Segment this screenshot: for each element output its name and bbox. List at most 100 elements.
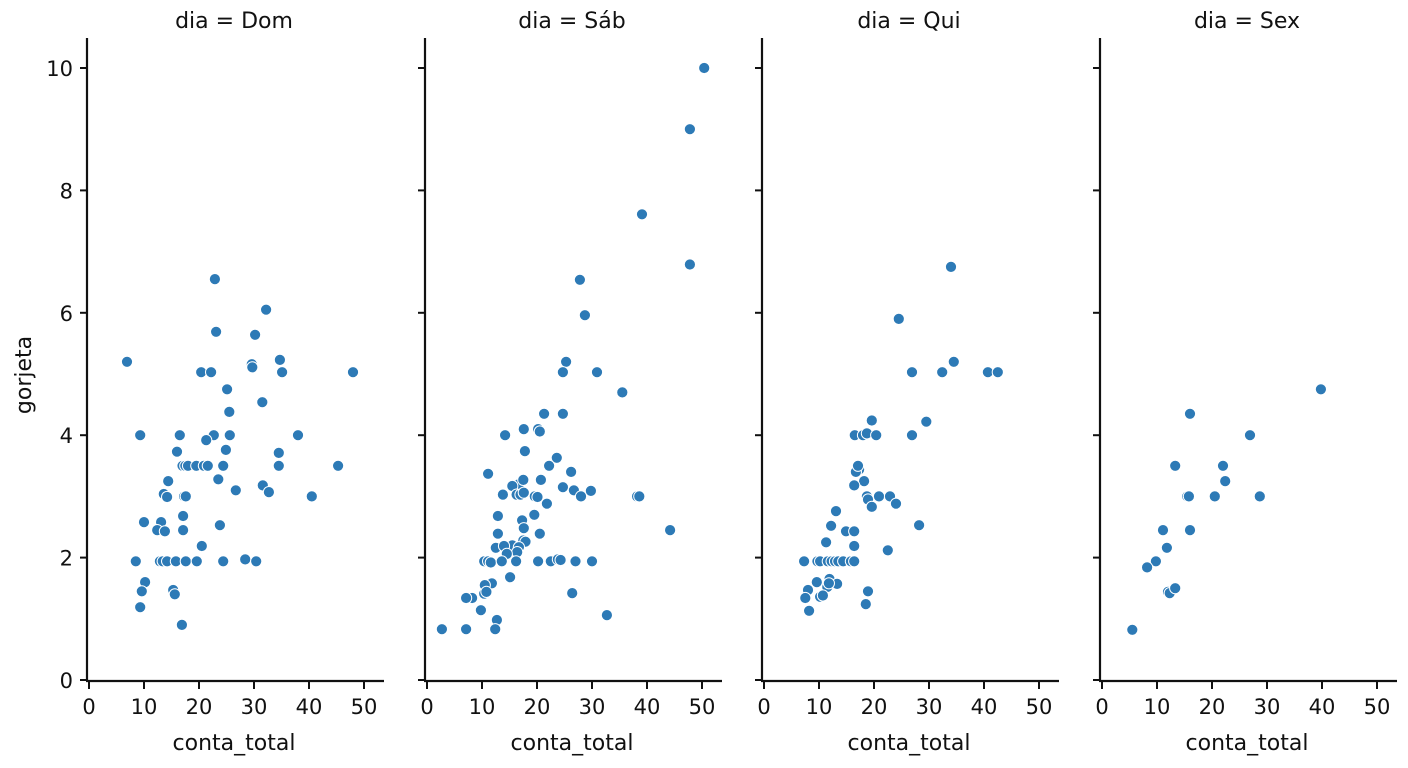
data-point xyxy=(913,519,926,532)
data-point xyxy=(554,553,567,567)
y-axis-label-group: gorjeta xyxy=(12,336,37,414)
data-point xyxy=(861,585,875,598)
x-tick-label: 30 xyxy=(916,695,943,719)
x-tick-label: 40 xyxy=(1309,695,1336,719)
data-point xyxy=(491,527,504,540)
data-point xyxy=(173,429,186,442)
data-point xyxy=(635,208,649,221)
data-point xyxy=(829,505,843,518)
data-point xyxy=(556,366,570,379)
x-tick-label: 40 xyxy=(296,695,323,719)
data-point xyxy=(1160,541,1174,554)
data-point xyxy=(532,555,545,568)
data-point xyxy=(1141,561,1154,574)
data-point xyxy=(158,525,171,538)
data-point xyxy=(798,555,811,568)
data-point xyxy=(177,509,190,523)
data-point xyxy=(190,555,203,568)
data-point xyxy=(664,524,677,537)
x-tick-label: 40 xyxy=(634,695,661,719)
data-point xyxy=(1183,407,1197,420)
x-tick-label: 10 xyxy=(131,695,158,719)
data-point xyxy=(590,366,604,379)
data-point xyxy=(905,366,919,379)
x-tick-label: 20 xyxy=(186,695,213,719)
data-point xyxy=(168,588,181,601)
data-point xyxy=(528,508,541,521)
data-point xyxy=(556,407,570,420)
data-point xyxy=(848,555,861,568)
data-point xyxy=(947,355,960,368)
data-point xyxy=(892,312,905,325)
data-point xyxy=(460,623,473,636)
scatter-points xyxy=(120,273,360,632)
data-point xyxy=(533,425,546,438)
x-tick-label: 50 xyxy=(1364,695,1391,719)
data-point xyxy=(229,484,242,497)
data-point xyxy=(1219,475,1232,488)
data-point xyxy=(566,587,579,600)
data-point xyxy=(889,497,903,510)
data-point xyxy=(872,490,886,503)
data-point xyxy=(936,366,949,379)
data-point xyxy=(820,536,833,549)
data-point xyxy=(305,490,318,503)
data-point xyxy=(491,509,504,523)
data-point xyxy=(569,555,582,568)
data-point xyxy=(135,585,148,598)
data-point xyxy=(1169,582,1182,595)
data-point xyxy=(213,519,226,532)
x-tick-label: 0 xyxy=(1095,695,1108,719)
y-tick-label: 6 xyxy=(60,302,73,326)
data-point xyxy=(1208,490,1221,503)
y-tick-label: 2 xyxy=(60,547,73,571)
data-point xyxy=(134,601,147,614)
data-point xyxy=(162,475,175,488)
data-point xyxy=(550,451,563,464)
data-point xyxy=(496,488,509,501)
y-tick-label: 10 xyxy=(46,57,73,81)
data-point xyxy=(179,555,192,568)
data-point xyxy=(810,576,823,589)
data-point xyxy=(1243,429,1257,442)
data-point xyxy=(489,623,502,636)
facet-title: dia = Sáb xyxy=(518,9,625,34)
data-point xyxy=(1314,383,1328,396)
data-point xyxy=(799,591,812,605)
data-point xyxy=(249,328,262,341)
data-point xyxy=(534,473,548,486)
facet-panel: dia = Dom 0 2 4 6 8 10 0 10 20 30 40 50 conta_total xyxy=(46,9,384,756)
data-point xyxy=(870,429,883,442)
data-point xyxy=(137,516,151,529)
data-point xyxy=(560,355,573,368)
data-point xyxy=(200,434,213,447)
data-point xyxy=(460,591,473,605)
y-tick-label: 8 xyxy=(60,179,73,203)
data-point xyxy=(825,519,838,532)
data-point xyxy=(482,467,495,480)
x-tick-label: 20 xyxy=(524,695,551,719)
data-point xyxy=(1182,490,1196,503)
data-point xyxy=(920,415,933,428)
data-point xyxy=(217,459,230,472)
data-point xyxy=(256,396,269,409)
data-point xyxy=(260,303,273,316)
data-point xyxy=(179,490,192,503)
data-point xyxy=(509,555,523,568)
data-point xyxy=(291,429,305,442)
data-point xyxy=(223,405,236,418)
data-point xyxy=(518,445,532,458)
x-tick-label: 30 xyxy=(579,695,606,719)
data-point xyxy=(543,459,556,472)
data-point xyxy=(1216,459,1230,472)
data-point xyxy=(484,556,497,569)
x-tick-label: 0 xyxy=(757,695,770,719)
data-point xyxy=(991,366,1004,379)
x-tick-label: 30 xyxy=(241,695,268,719)
data-point xyxy=(881,544,894,557)
data-point xyxy=(195,539,208,553)
x-tick-label: 10 xyxy=(1144,695,1171,719)
x-tick-label: 20 xyxy=(1199,695,1226,719)
data-point xyxy=(565,465,578,478)
data-point xyxy=(585,555,599,568)
